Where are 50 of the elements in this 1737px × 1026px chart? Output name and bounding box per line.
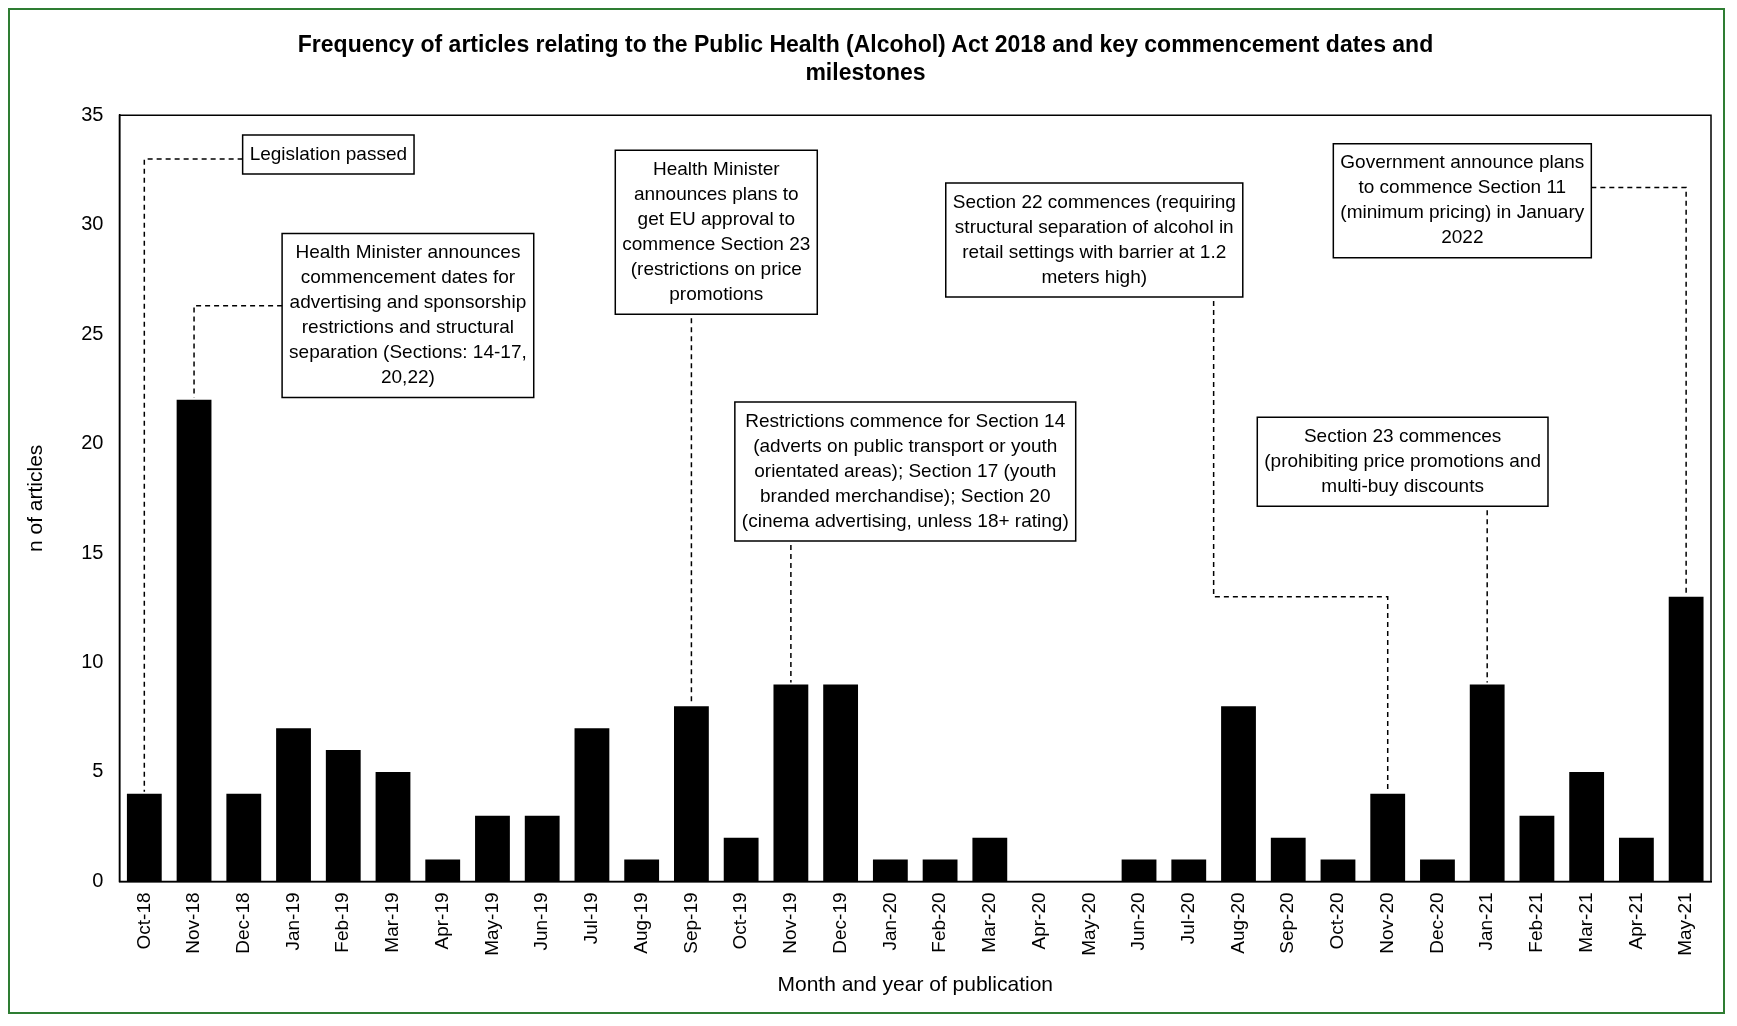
annotation: Government announce plans to commence Section 11 (minimum pricing) in January 2022 <box>1340 151 1585 248</box>
y-tick-label: 35 <box>81 102 104 125</box>
x-tick-label: Feb-20 <box>928 892 950 953</box>
x-tick-label: Jan-20 <box>878 892 900 951</box>
y-axis-title: n of articles <box>23 444 47 553</box>
x-tick-label: Oct-18 <box>132 892 154 950</box>
annotation: Section 22 commences (requiring structural separation of alcohol in retail settings with barrier at 1.2 meters high) <box>952 190 1236 287</box>
x-tick-label: Jun-19 <box>530 892 552 951</box>
x-tick-label: Feb-21 <box>1525 892 1547 953</box>
annotation: Section 23 commences (prohibiting price promotions and multi-buy discounts <box>1264 425 1541 497</box>
x-tick-label: Mar-21 <box>1574 892 1596 953</box>
x-tick-label: Dec-19 <box>828 892 850 954</box>
x-tick-label: Sep-19 <box>679 892 701 954</box>
chart-title: Frequency of articles relating to the Public Health (Alcohol) Act 2018 and key commencement dates and milestones <box>297 31 1434 85</box>
x-axis-title: Month and year of publication <box>777 972 1053 996</box>
x-tick-label: Mar-20 <box>978 892 1000 953</box>
x-tick-label: Oct-19 <box>729 892 751 950</box>
annotation: Legislation passed <box>249 142 408 164</box>
x-tick-label: Nov-19 <box>779 892 801 954</box>
x-tick-label: Jan-19 <box>281 892 303 951</box>
annotation: Health Minister announces plans to get EU approval to commence Section 23 (restrictions on price promotions <box>622 157 811 304</box>
y-tick-label: 0 <box>92 868 104 891</box>
x-tick-label: May-19 <box>480 892 502 956</box>
x-tick-label: Dec-18 <box>232 892 254 954</box>
x-tick-label: Jun-20 <box>1127 892 1149 951</box>
y-tick-label: 20 <box>81 431 104 454</box>
y-tick-label: 30 <box>81 212 104 235</box>
y-tick-label: 10 <box>81 650 104 673</box>
x-tick-label: Feb-19 <box>331 892 353 953</box>
y-tick-label: 25 <box>81 321 104 344</box>
x-tick-label: Jul-20 <box>1177 892 1199 945</box>
x-tick-label: Nov-18 <box>182 892 204 954</box>
x-tick-label: Jan-21 <box>1475 892 1497 951</box>
y-tick-label: 5 <box>92 759 104 782</box>
x-tick-label: Nov-20 <box>1375 892 1397 954</box>
x-tick-label: Mar-19 <box>381 892 403 953</box>
x-tick-label: Oct-20 <box>1326 892 1348 950</box>
x-tick-label: Apr-20 <box>1027 892 1049 950</box>
x-tick-label: Jul-19 <box>580 892 602 945</box>
y-tick-label: 15 <box>81 540 104 563</box>
x-tick-label: Aug-19 <box>629 892 651 954</box>
x-tick-label: May-20 <box>1077 892 1099 956</box>
x-tick-label: Apr-21 <box>1624 892 1646 950</box>
annotation: Health Minister announces commencement dates for advertising and sponsorship restrictions and structural separation (Sections: 14-17, 20,22) <box>289 241 527 388</box>
annotation: Restrictions commence for Section 14 (adverts on public transport or youth orientated areas); Section 17 (youth branded merchandise); Section 20 (cinema advertising, unless 18+ rating) <box>741 409 1069 531</box>
x-tick-label: Sep-20 <box>1276 892 1298 954</box>
x-tick-label: Apr-19 <box>430 892 452 950</box>
x-tick-label: May-21 <box>1674 892 1696 956</box>
x-tick-label: Aug-20 <box>1226 892 1248 954</box>
x-tick-label: Dec-20 <box>1425 892 1447 954</box>
